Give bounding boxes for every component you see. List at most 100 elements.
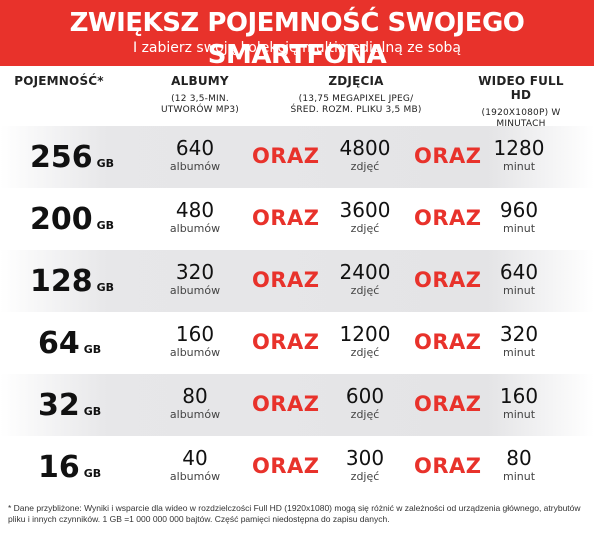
video-unit: minut xyxy=(502,408,536,421)
capacity-unit: GB xyxy=(83,343,102,356)
photos-unit: zdjęć xyxy=(350,408,380,421)
oraz-separator: ORAZ xyxy=(414,392,482,416)
albums-cell: 640 albumów xyxy=(160,136,230,173)
column-header-photos-subtitle: (13,75 MEGAPIXEL JPEG/ŚRED. ROZM. PLIKU … xyxy=(290,94,422,115)
oraz-separator: ORAZ xyxy=(414,206,482,230)
column-header-capacity-label: POJEMNOŚĆ* xyxy=(14,74,104,88)
capacity-unit: GB xyxy=(96,281,115,294)
albums-cell: 480 albumów xyxy=(160,198,230,235)
capacity-value: 16 xyxy=(38,450,80,485)
capacity-value: 256 xyxy=(30,140,93,175)
column-header-photos: ZDJĘCIA (13,75 MEGAPIXEL JPEG/ŚRED. ROZM… xyxy=(286,74,426,116)
video-cell: 320 minut xyxy=(484,322,554,359)
oraz-separator: ORAZ xyxy=(252,454,320,478)
photos-unit: zdjęć xyxy=(350,222,380,235)
albums-cell: 320 albumów xyxy=(160,260,230,297)
column-header-video: WIDEO FULL HD (1920X1080P) W MINUTACH xyxy=(466,74,576,130)
photos-cell: 1200 zdjęć xyxy=(330,322,400,359)
table-row: 256 GB 640 albumów ORAZ 4800 zdjęć ORAZ 128… xyxy=(0,126,594,188)
capacity-table: 256 GB 640 albumów ORAZ 4800 zdjęć ORAZ 128… xyxy=(0,126,594,498)
video-cell: 1280 minut xyxy=(484,136,554,173)
albums-unit: albumów xyxy=(169,346,221,359)
capacity-unit: GB xyxy=(96,157,115,170)
albums-value: 80 xyxy=(182,384,208,408)
table-row: 32 GB 80 albumów ORAZ 600 zdjęć ORAZ 160 min… xyxy=(0,374,594,436)
video-value: 960 xyxy=(499,198,539,222)
table-row: 200 GB 480 albumów ORAZ 3600 zdjęć ORAZ 960… xyxy=(0,188,594,250)
video-unit: minut xyxy=(502,284,536,297)
photos-cell: 4800 zdjęć xyxy=(330,136,400,173)
albums-unit: albumów xyxy=(169,160,221,173)
capacity-value: 64 xyxy=(38,326,80,361)
column-header-albums-label: ALBUMY xyxy=(171,74,229,88)
table-row: 128 GB 320 albumów ORAZ 2400 zdjęć ORAZ 640… xyxy=(0,250,594,312)
albums-value: 480 xyxy=(175,198,215,222)
column-header-photos-label: ZDJĘCIA xyxy=(328,74,384,88)
capacity-cell: 64 GB xyxy=(38,326,128,361)
albums-unit: albumów xyxy=(169,222,221,235)
albums-cell: 40 albumów xyxy=(160,446,230,483)
page-subtitle: I zabierz swoją kolekcję multimedialną z… xyxy=(132,40,462,56)
page-title: ZWIĘKSZ POJEMNOŚĆ SWOJEGO SMARTFONA xyxy=(69,8,525,70)
capacity-value: 200 xyxy=(30,202,93,237)
photos-value: 4800 xyxy=(339,136,391,160)
capacity-cell: 200 GB xyxy=(30,202,120,237)
video-cell: 960 minut xyxy=(484,198,554,235)
video-cell: 640 minut xyxy=(484,260,554,297)
capacity-cell: 16 GB xyxy=(38,450,128,485)
capacity-value: 32 xyxy=(38,388,80,423)
albums-unit: albumów xyxy=(169,470,221,483)
capacity-value: 128 xyxy=(30,264,93,299)
capacity-unit: GB xyxy=(96,219,115,232)
photos-value: 3600 xyxy=(339,198,391,222)
video-value: 640 xyxy=(499,260,539,284)
photos-cell: 300 zdjęć xyxy=(330,446,400,483)
table-row: 16 GB 40 albumów ORAZ 300 zdjęć ORAZ 80 minu… xyxy=(0,436,594,498)
capacity-unit: GB xyxy=(83,405,102,418)
albums-cell: 80 albumów xyxy=(160,384,230,421)
column-header-video-label: WIDEO FULL HD xyxy=(478,74,564,102)
video-unit: minut xyxy=(502,346,536,359)
oraz-separator: ORAZ xyxy=(414,268,482,292)
video-value: 1280 xyxy=(493,136,545,160)
capacity-cell: 128 GB xyxy=(30,264,120,299)
oraz-separator: ORAZ xyxy=(414,144,482,168)
photos-value: 2400 xyxy=(339,260,391,284)
capacity-unit: GB xyxy=(83,467,102,480)
albums-value: 320 xyxy=(175,260,215,284)
video-unit: minut xyxy=(502,222,536,235)
albums-cell: 160 albumów xyxy=(160,322,230,359)
photos-cell: 600 zdjęć xyxy=(330,384,400,421)
video-cell: 80 minut xyxy=(484,446,554,483)
albums-value: 640 xyxy=(175,136,215,160)
column-header-video-subtitle: (1920X1080P) W MINUTACH xyxy=(481,108,561,129)
video-value: 320 xyxy=(499,322,539,346)
video-unit: minut xyxy=(502,470,536,483)
column-header-albums: ALBUMY (12 3,5-MIN. UTWORÓW MP3) xyxy=(150,74,250,116)
photos-cell: 2400 zdjęć xyxy=(330,260,400,297)
video-unit: minut xyxy=(502,160,536,173)
video-value: 160 xyxy=(499,384,539,408)
photos-value: 600 xyxy=(345,384,385,408)
photos-unit: zdjęć xyxy=(350,470,380,483)
video-value: 80 xyxy=(506,446,532,470)
oraz-separator: ORAZ xyxy=(252,206,320,230)
photos-unit: zdjęć xyxy=(350,284,380,297)
table-row: 64 GB 160 albumów ORAZ 1200 zdjęć ORAZ 320 m… xyxy=(0,312,594,374)
column-header-capacity: POJEMNOŚĆ* xyxy=(14,74,104,88)
oraz-separator: ORAZ xyxy=(252,268,320,292)
albums-unit: albumów xyxy=(169,408,221,421)
albums-value: 160 xyxy=(175,322,215,346)
oraz-separator: ORAZ xyxy=(252,144,320,168)
video-cell: 160 minut xyxy=(484,384,554,421)
photos-value: 300 xyxy=(345,446,385,470)
header-banner: ZWIĘKSZ POJEMNOŚĆ SWOJEGO SMARTFONA I za… xyxy=(0,0,594,70)
photos-unit: zdjęć xyxy=(350,160,380,173)
oraz-separator: ORAZ xyxy=(252,392,320,416)
photos-unit: zdjęć xyxy=(350,346,380,359)
photos-value: 1200 xyxy=(339,322,391,346)
albums-unit: albumów xyxy=(169,284,221,297)
photos-cell: 3600 zdjęć xyxy=(330,198,400,235)
capacity-cell: 256 GB xyxy=(30,140,120,175)
oraz-separator: ORAZ xyxy=(252,330,320,354)
